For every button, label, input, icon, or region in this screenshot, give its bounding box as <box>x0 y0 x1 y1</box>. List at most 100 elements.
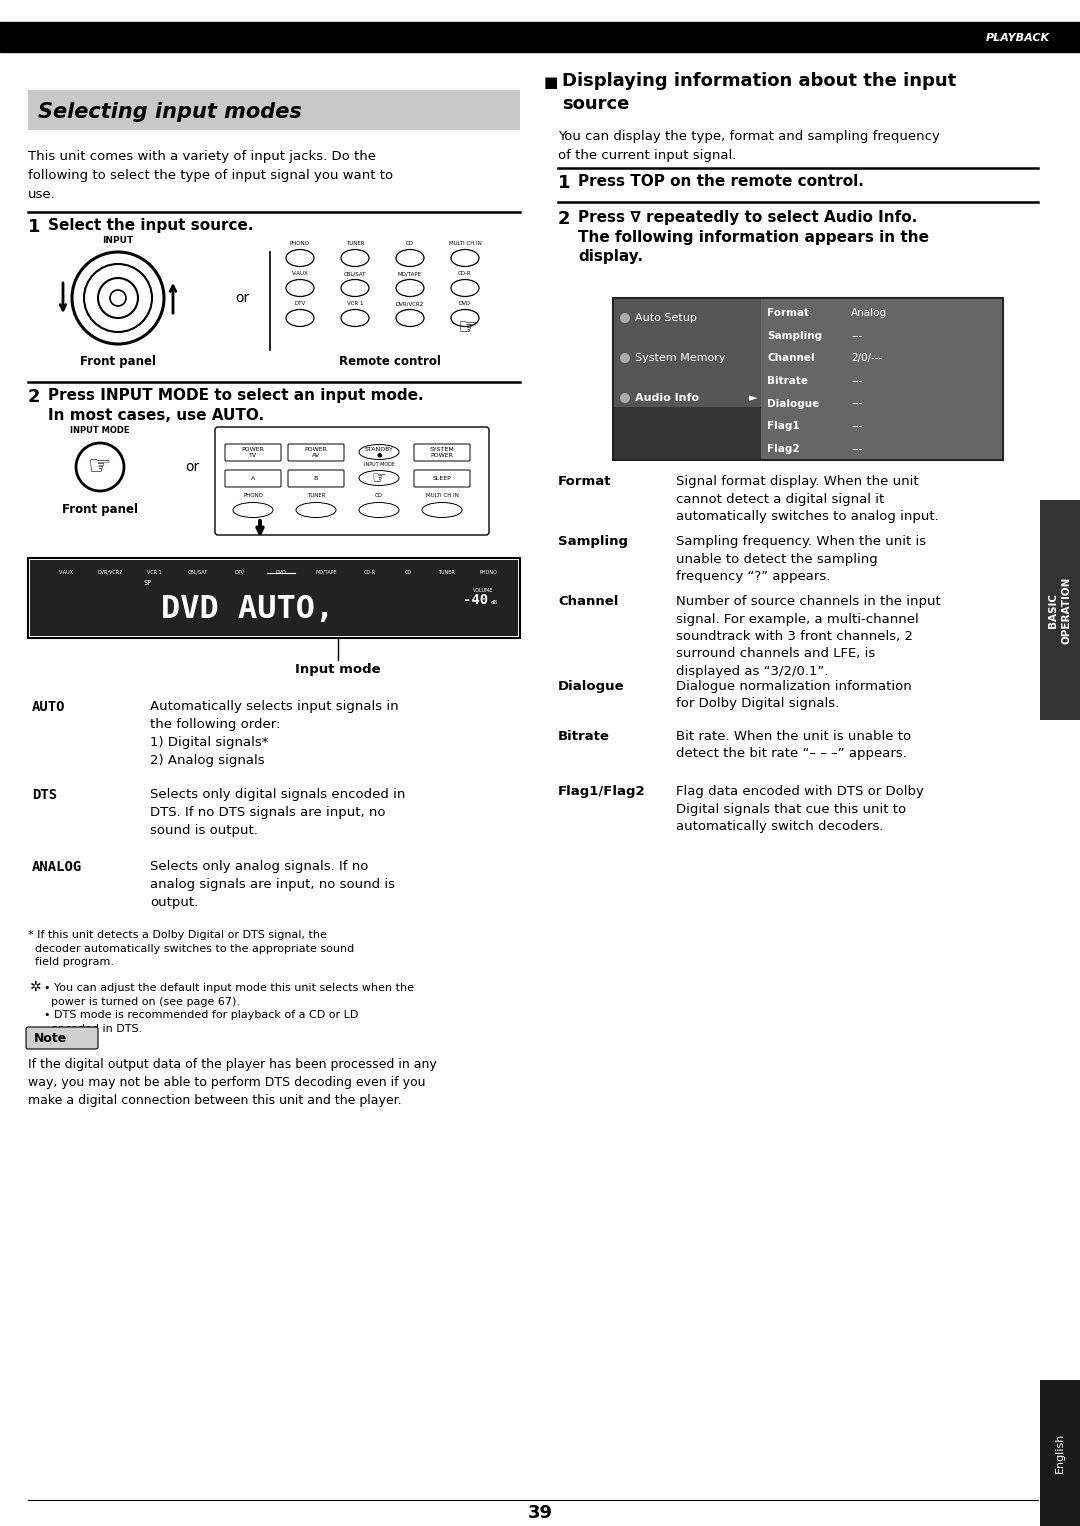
FancyBboxPatch shape <box>26 1027 98 1048</box>
Text: You can display the type, format and sampling frequency
of the current input sig: You can display the type, format and sam… <box>558 130 940 162</box>
Bar <box>0 21 1080 52</box>
Text: DVR/VCR2: DVR/VCR2 <box>97 571 123 575</box>
Text: Select the input source.: Select the input source. <box>48 218 254 233</box>
Text: Sampling: Sampling <box>767 331 822 340</box>
Text: Analog: Analog <box>851 308 887 319</box>
Text: Dialogue normalization information
for Dolby Digital signals.: Dialogue normalization information for D… <box>676 681 912 711</box>
Text: This unit comes with a variety of input jacks. Do the
following to select the ty: This unit comes with a variety of input … <box>28 150 393 201</box>
Text: DVR/VCR2: DVR/VCR2 <box>396 301 424 307</box>
Text: CBL/SAT: CBL/SAT <box>188 571 208 575</box>
Text: MULTI CH IN: MULTI CH IN <box>426 493 458 497</box>
Bar <box>28 90 519 130</box>
Text: DTS: DTS <box>32 787 57 803</box>
Text: Selects only analog signals. If no
analog signals are input, no sound is
output.: Selects only analog signals. If no analo… <box>150 861 395 909</box>
Text: Auto Setup: Auto Setup <box>635 313 697 324</box>
Text: 2/0/---: 2/0/--- <box>851 354 882 363</box>
Text: SLEEP: SLEEP <box>433 476 451 481</box>
Text: Format: Format <box>558 475 611 488</box>
Text: 1: 1 <box>558 174 570 192</box>
Text: STANDBY
●: STANDBY ● <box>365 447 393 458</box>
Text: Input mode: Input mode <box>295 662 381 676</box>
Text: DVD: DVD <box>275 571 286 575</box>
Text: V-AUX: V-AUX <box>58 571 73 575</box>
Text: Sampling frequency. When the unit is
unable to detect the sampling
frequency “?”: Sampling frequency. When the unit is una… <box>676 536 927 583</box>
Text: 39: 39 <box>527 1505 553 1521</box>
Text: * If this unit detects a Dolby Digital or DTS signal, the
  decoder automaticall: * If this unit detects a Dolby Digital o… <box>28 929 354 967</box>
Text: Bitrate: Bitrate <box>767 375 808 386</box>
Bar <box>615 299 762 459</box>
Text: DTV: DTV <box>235 571 245 575</box>
Text: -40: -40 <box>463 594 488 607</box>
Circle shape <box>620 313 630 324</box>
Text: • You can adjust the default input mode this unit selects when the
  power is tu: • You can adjust the default input mode … <box>44 983 414 1033</box>
Circle shape <box>110 290 126 307</box>
Text: SP: SP <box>144 580 152 586</box>
Text: PHONO: PHONO <box>243 493 264 497</box>
Text: POWER
AV: POWER AV <box>305 447 327 458</box>
Text: CD: CD <box>404 571 411 575</box>
Text: VCR 1: VCR 1 <box>347 301 363 307</box>
Text: ►: ► <box>748 394 757 403</box>
Text: ☞: ☞ <box>457 317 477 337</box>
Text: CD: CD <box>375 493 383 497</box>
Text: Press ∇ repeatedly to select Audio Info.
The following information appears in th: Press ∇ repeatedly to select Audio Info.… <box>578 211 929 264</box>
Circle shape <box>620 394 630 403</box>
Text: 2: 2 <box>558 211 570 227</box>
Text: ---: --- <box>851 421 862 432</box>
Text: MD/TAPE: MD/TAPE <box>399 272 422 276</box>
Bar <box>1040 501 1080 720</box>
Text: INPUT: INPUT <box>103 237 134 246</box>
Text: Bit rate. When the unit is unable to
detect the bit rate “– – –” appears.: Bit rate. When the unit is unable to det… <box>676 729 912 760</box>
Text: ---: --- <box>851 331 862 340</box>
Text: A: A <box>251 476 255 481</box>
Text: TUNER: TUNER <box>307 493 325 497</box>
Circle shape <box>620 353 630 363</box>
Text: Bitrate: Bitrate <box>558 729 610 743</box>
Text: Remote control: Remote control <box>309 504 410 516</box>
Text: Flag data encoded with DTS or Dolby
Digital signals that cue this unit to
automa: Flag data encoded with DTS or Dolby Digi… <box>676 784 923 833</box>
Text: Front panel: Front panel <box>62 504 138 516</box>
Text: Channel: Channel <box>767 354 814 363</box>
Text: INPUT MODE: INPUT MODE <box>70 426 130 435</box>
Bar <box>1040 1380 1080 1526</box>
Text: MULTI CH IN: MULTI CH IN <box>448 241 482 246</box>
Text: English: English <box>1055 1433 1065 1473</box>
Text: Number of source channels in the input
signal. For example, a multi-channel
soun: Number of source channels in the input s… <box>676 595 941 678</box>
Text: Automatically selects input signals in
the following order:
1) Digital signals*
: Automatically selects input signals in t… <box>150 700 399 768</box>
Text: DVD: DVD <box>459 301 471 307</box>
Text: V-AUX: V-AUX <box>292 272 309 276</box>
Text: Flag1: Flag1 <box>767 421 799 432</box>
Text: System Memory: System Memory <box>635 353 726 363</box>
Text: CBL/SAT: CBL/SAT <box>343 272 366 276</box>
FancyBboxPatch shape <box>288 444 345 461</box>
Bar <box>28 559 519 638</box>
Text: SYSTEM
POWER: SYSTEM POWER <box>430 447 455 458</box>
Text: ANALOG: ANALOG <box>32 861 82 874</box>
Text: VCR 1: VCR 1 <box>147 571 161 575</box>
Text: Sampling: Sampling <box>558 536 627 548</box>
Text: VOLUME: VOLUME <box>473 589 494 594</box>
Text: Signal format display. When the unit
cannot detect a digital signal it
automatic: Signal format display. When the unit can… <box>676 475 939 523</box>
Text: PHONO: PHONO <box>480 571 497 575</box>
Text: Dialogue: Dialogue <box>558 681 624 693</box>
Text: Remote control: Remote control <box>339 356 441 368</box>
FancyBboxPatch shape <box>225 470 281 487</box>
Text: DTV: DTV <box>295 301 306 307</box>
Text: ---: --- <box>851 398 862 409</box>
Text: Front panel: Front panel <box>80 356 156 368</box>
Text: DVD AUTO,: DVD AUTO, <box>161 595 335 626</box>
Text: INPUT MODE: INPUT MODE <box>364 462 394 467</box>
Text: Dialogue: Dialogue <box>767 398 820 409</box>
Text: ■: ■ <box>544 75 558 90</box>
Text: Displaying information about the input
source: Displaying information about the input s… <box>562 72 956 113</box>
Bar <box>761 299 1002 459</box>
Text: 2: 2 <box>28 388 41 406</box>
Text: Flag1/Flag2: Flag1/Flag2 <box>558 784 646 798</box>
Text: Press INPUT MODE to select an input mode.
In most cases, use AUTO.: Press INPUT MODE to select an input mode… <box>48 388 423 423</box>
Text: TUNER: TUNER <box>346 241 364 246</box>
Bar <box>30 560 518 636</box>
Text: PHONO: PHONO <box>291 241 310 246</box>
FancyBboxPatch shape <box>414 470 470 487</box>
Text: Press TOP on the remote control.: Press TOP on the remote control. <box>578 174 864 189</box>
Text: Note: Note <box>33 1032 67 1044</box>
